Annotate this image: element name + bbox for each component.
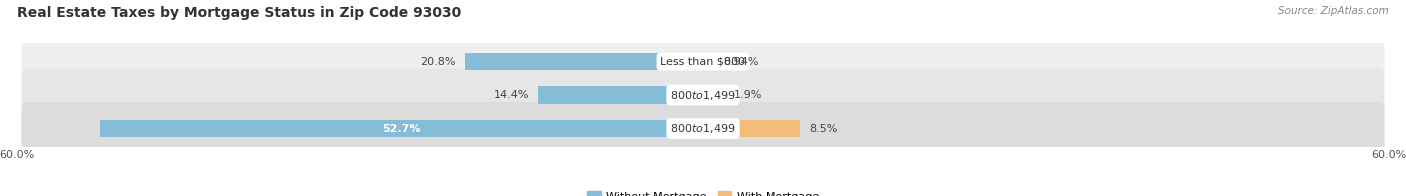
Bar <box>703 120 800 137</box>
Text: 20.8%: 20.8% <box>420 57 456 67</box>
Text: 1.9%: 1.9% <box>734 90 762 100</box>
Text: Less than $800: Less than $800 <box>661 57 745 67</box>
Bar <box>703 86 724 104</box>
Text: $800 to $1,499: $800 to $1,499 <box>671 89 735 102</box>
FancyBboxPatch shape <box>21 69 1385 122</box>
Bar <box>703 53 714 70</box>
Legend: Without Mortgage, With Mortgage: Without Mortgage, With Mortgage <box>588 191 818 196</box>
Bar <box>465 53 703 70</box>
Bar <box>538 86 703 104</box>
Text: 14.4%: 14.4% <box>494 90 529 100</box>
Text: 0.94%: 0.94% <box>723 57 758 67</box>
Text: $800 to $1,499: $800 to $1,499 <box>671 122 735 135</box>
Text: 8.5%: 8.5% <box>810 123 838 133</box>
Bar <box>100 120 703 137</box>
Text: Real Estate Taxes by Mortgage Status in Zip Code 93030: Real Estate Taxes by Mortgage Status in … <box>17 6 461 20</box>
Text: Source: ZipAtlas.com: Source: ZipAtlas.com <box>1278 6 1389 16</box>
FancyBboxPatch shape <box>21 102 1385 155</box>
Text: 52.7%: 52.7% <box>382 123 420 133</box>
FancyBboxPatch shape <box>21 35 1385 88</box>
